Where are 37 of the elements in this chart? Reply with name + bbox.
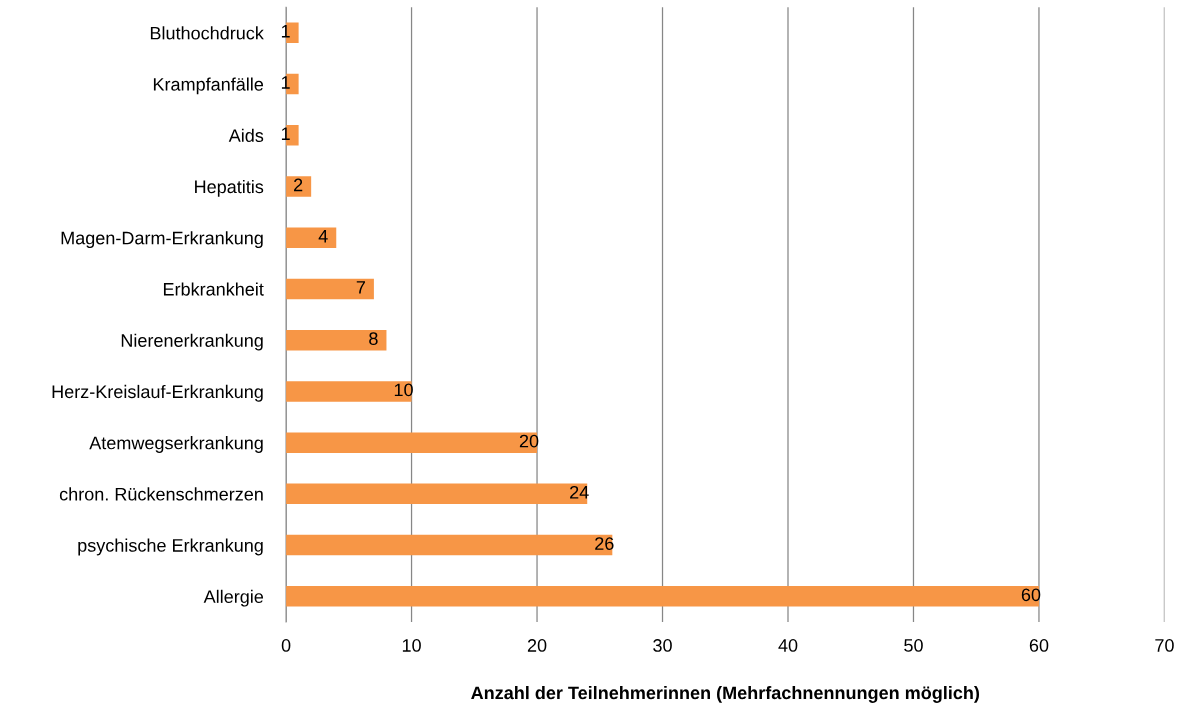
- y-tick-label: Aids: [228, 128, 264, 142]
- y-tick-label: Nierenerkrankung: [121, 333, 263, 351]
- y-tick-label: chron. Rückenschmerzen: [59, 487, 263, 501]
- x-tick-label: 30: [653, 639, 672, 652]
- y-tick-label: Allergie: [203, 589, 264, 607]
- x-axis-title: Anzahl der Teilnehmerinnen (Mehrfachnennungen möglich): [471, 685, 980, 703]
- x-tick-label: 20: [527, 639, 547, 652]
- data-label: 1: [281, 76, 290, 89]
- data-label: 1: [281, 127, 290, 140]
- y-tick-label: psychische Erkrankung: [78, 538, 263, 556]
- bar: [286, 586, 1039, 607]
- bar: [286, 483, 588, 505]
- y-tick-label: Herz-Kreislauf-Erkrankung: [52, 384, 263, 402]
- y-tick-label: Krampfanfälle: [153, 77, 264, 95]
- y-tick-label: Magen-Darm-Erkrankung: [61, 231, 263, 249]
- bar: [286, 381, 412, 402]
- bar: [286, 278, 374, 300]
- x-tick-label: 10: [402, 639, 421, 652]
- data-label: 2: [294, 178, 303, 192]
- bar: [286, 227, 337, 248]
- y-tick-label: Atemwegserkrankung: [89, 436, 263, 453]
- x-tick-label: 60: [1029, 639, 1049, 652]
- x-tick-label: 50: [904, 639, 923, 652]
- data-label: 4: [318, 229, 328, 243]
- x-tick-label: 0: [281, 639, 291, 652]
- bar: [286, 329, 387, 351]
- y-tick-label: Hepatitis: [195, 179, 264, 197]
- data-label: 1: [281, 25, 290, 38]
- data-label: 8: [369, 332, 378, 346]
- bar: [286, 534, 613, 556]
- bar: [286, 432, 538, 453]
- x-tick-label: 40: [778, 639, 798, 652]
- y-tick-label: Bluthochdruck: [150, 26, 264, 40]
- x-tick-label: 70: [1155, 639, 1174, 652]
- bar: [286, 176, 312, 197]
- y-tick-label: Erbkrankheit: [163, 282, 264, 296]
- data-label: 7: [356, 281, 365, 294]
